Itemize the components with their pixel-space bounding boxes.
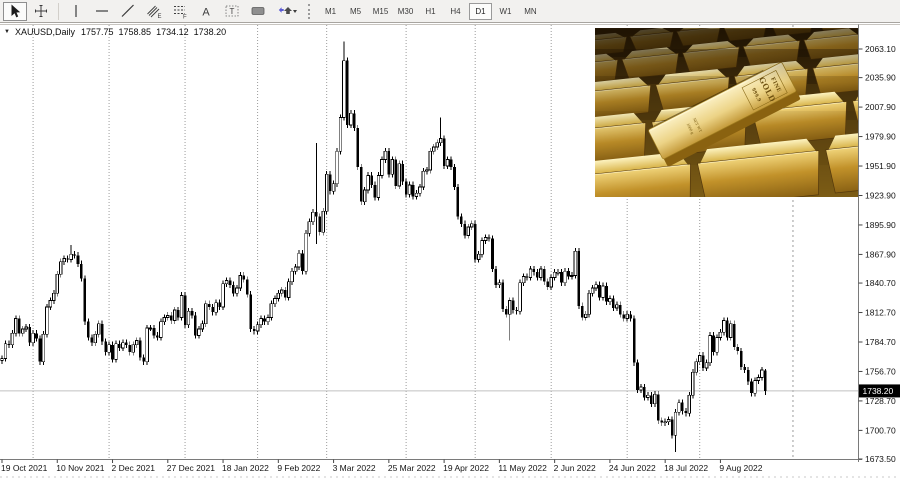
svg-text:F: F [183,15,187,20]
svg-text:11 May 2022: 11 May 2022 [498,463,547,473]
ohlc-high: 1758.85 [118,27,152,37]
candles[interactable] [0,41,767,453]
text-label-tool-button[interactable]: T [220,2,244,21]
svg-text:10 Nov 2021: 10 Nov 2021 [56,463,104,473]
svg-text:NET WT: NET WT [692,117,704,134]
horizontal-line-tool-button[interactable] [90,2,114,21]
svg-text:1867.90: 1867.90 [865,249,896,259]
svg-text:1700.70: 1700.70 [865,425,896,435]
time-axis[interactable]: 19 Oct 2021 10 Nov 2021 2 Dec 2021 27 Dec 2… [1,459,763,474]
svg-text:2007.90: 2007.90 [865,102,896,112]
chart-title: ▼ XAUUSD,Daily 1757.75 1758.85 1734.12 1… [4,27,226,37]
svg-text:27 Dec 2021: 27 Dec 2021 [167,463,215,473]
svg-text:2 Jun 2022: 2 Jun 2022 [554,463,596,473]
svg-text:1923.90: 1923.90 [865,190,896,200]
svg-text:19 Apr 2022: 19 Apr 2022 [443,463,489,473]
svg-text:1728.70: 1728.70 [865,396,896,406]
svg-text:2035.90: 2035.90 [865,73,896,83]
timeframe-m30-button[interactable]: M30 [394,3,417,20]
fibonacci-icon: F [174,6,187,20]
svg-text:18 Jul 2022: 18 Jul 2022 [664,463,708,473]
svg-text:E: E [158,14,162,19]
svg-text:3 Mar 2022: 3 Mar 2022 [333,463,376,473]
trendline-tool-button[interactable] [116,2,140,21]
timeframe-mn-button[interactable]: MN [519,3,542,20]
svg-text:1951.90: 1951.90 [865,161,896,171]
ohlc-close: 1738.20 [193,27,227,37]
ohlc-open: 1757.75 [80,27,114,37]
trendline-icon [121,4,134,17]
svg-text:1840.70: 1840.70 [865,278,896,288]
svg-text:T: T [230,7,235,16]
chart-symbol-period: XAUUSD,Daily [14,27,75,37]
svg-text:1756.70: 1756.70 [865,366,896,376]
svg-text:18 Jan 2022: 18 Jan 2022 [222,463,269,473]
svg-text:19 Oct 2021: 19 Oct 2021 [1,463,48,473]
rectangle-tool-button[interactable] [246,2,270,21]
rectangle-icon [251,7,265,15]
svg-text:A: A [202,7,210,19]
toolbar: E F A T [0,0,900,23]
equidistant-channel-tool-button[interactable]: E [142,2,166,21]
timeframe-h4-button[interactable]: H4 [444,3,467,20]
timeframe-w1-button[interactable]: W1 [494,3,517,20]
toolbar-drag-handle[interactable] [308,3,313,19]
arrows-icon [278,7,297,14]
svg-text:2 Dec 2021: 2 Dec 2021 [112,463,156,473]
bid-price-tag: 1738.20 [859,384,900,398]
cursor-icon [11,4,21,18]
chart-menu-icon[interactable]: ▼ [4,29,10,35]
timeframe-m5-button[interactable]: M5 [344,3,367,20]
crosshair-icon [35,5,47,17]
vertical-line-tool-button[interactable] [64,2,88,21]
cursor-tool-button[interactable] [3,1,27,21]
svg-text:1812.70: 1812.70 [865,308,896,318]
svg-text:25 Mar 2022: 25 Mar 2022 [388,463,436,473]
timeframe-m1-button[interactable]: M1 [319,3,342,20]
vertical-line-icon [75,5,77,17]
toolbar-separator [58,2,59,20]
text-label-icon: T [225,5,239,17]
svg-text:9 Feb 2022: 9 Feb 2022 [277,463,320,473]
crosshair-tool-button[interactable] [29,2,53,21]
svg-text:2063.10: 2063.10 [865,44,896,54]
text-tool-button[interactable]: A [194,2,218,21]
horizontal-line-icon [96,10,108,12]
fibonacci-tool-button[interactable]: F [168,2,192,21]
timeframe-d1-button[interactable]: D1 [469,2,492,20]
equidistant-channel-icon: E [147,5,162,19]
gold-bar-row [595,125,858,197]
text-icon: A [202,7,210,19]
svg-text:1979.90: 1979.90 [865,132,896,142]
svg-text:1000 g: 1000 g [686,122,696,135]
timeframe-m15-button[interactable]: M15 [369,3,392,20]
svg-text:1895.90: 1895.90 [865,220,896,230]
svg-text:1784.70: 1784.70 [865,337,896,347]
ohlc-low: 1734.12 [156,27,189,37]
svg-text:1738.20: 1738.20 [863,386,894,396]
svg-text:24 Jun 2022: 24 Jun 2022 [609,463,656,473]
svg-text:9 Aug 2022: 9 Aug 2022 [719,463,762,473]
axis-frame [0,24,900,478]
arrows-tool-button[interactable] [272,2,302,21]
price-axis[interactable]: 2063.10 2035.90 2007.90 1979.90 1951.90 1923.… [858,44,896,464]
svg-text:1673.50: 1673.50 [865,454,896,464]
timeframe-h1-button[interactable]: H1 [419,3,442,20]
